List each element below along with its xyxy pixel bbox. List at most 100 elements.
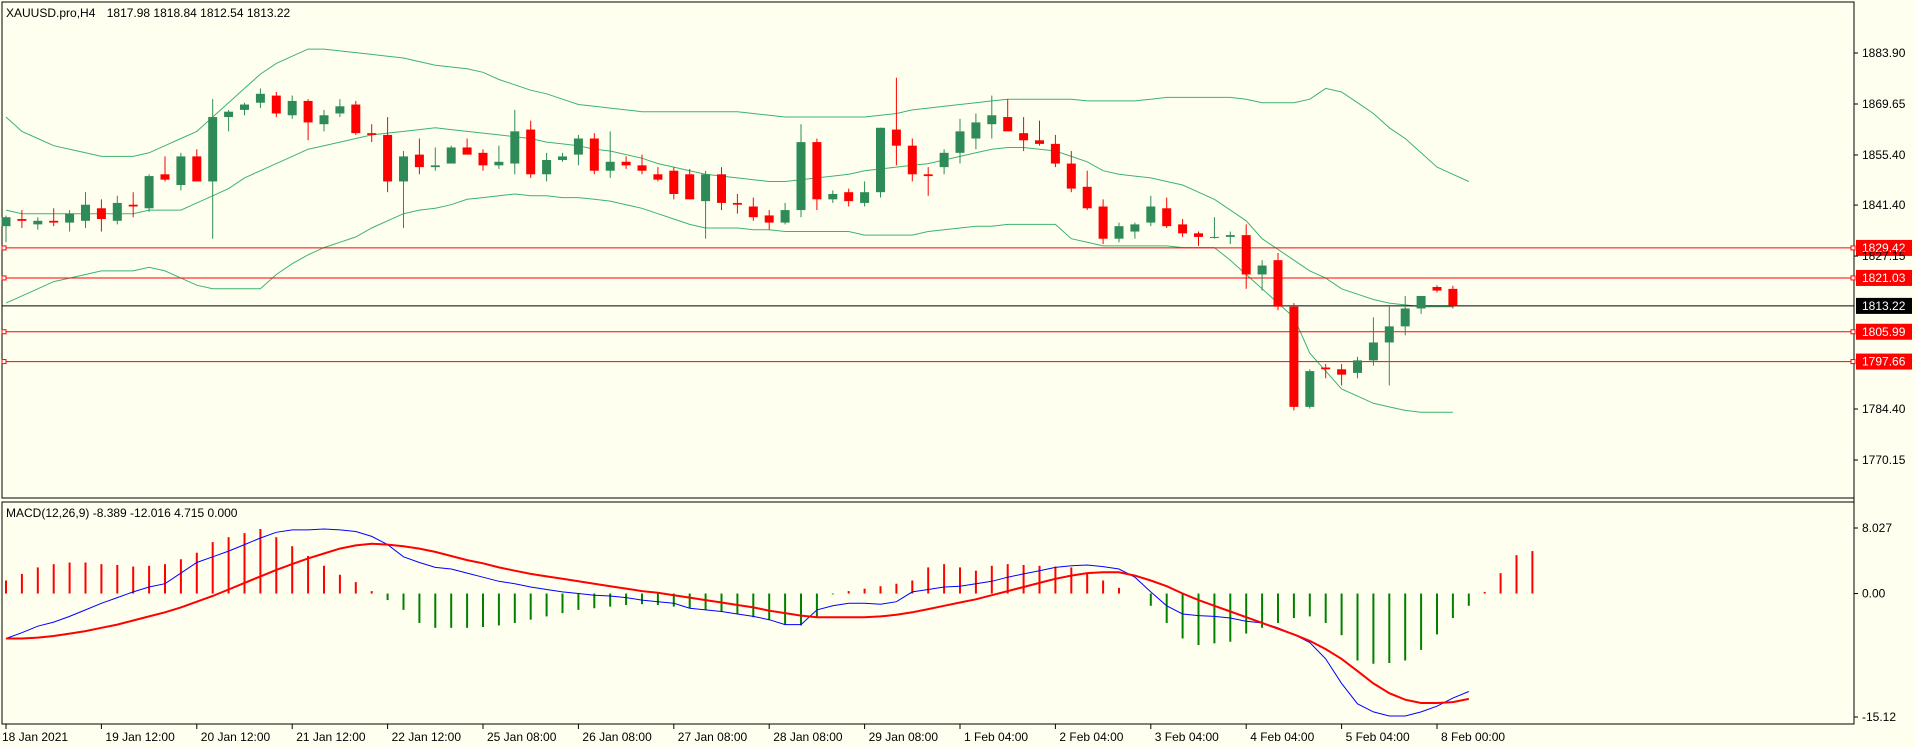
candle-body bbox=[542, 159, 552, 175]
candle-body bbox=[1321, 367, 1331, 370]
candle-body bbox=[1241, 235, 1251, 275]
level-handle-left-0[interactable] bbox=[1, 245, 7, 251]
candle-body bbox=[1050, 143, 1060, 164]
candle-body bbox=[1432, 287, 1442, 291]
level-tag-3 bbox=[1856, 353, 1912, 370]
candle-body bbox=[1019, 133, 1029, 141]
time-tick-label: 22 Jan 12:00 bbox=[392, 730, 462, 744]
candle-body bbox=[319, 115, 329, 125]
time-tick-label: 8 Feb 00:00 bbox=[1441, 730, 1505, 744]
level-handle-left-1[interactable] bbox=[1, 275, 7, 281]
candle-body bbox=[653, 174, 663, 180]
time-tick-label: 28 Jan 08:00 bbox=[773, 730, 843, 744]
candle-body bbox=[780, 210, 790, 223]
candle-body bbox=[685, 174, 695, 200]
candle-body bbox=[1416, 295, 1426, 309]
candle-body bbox=[717, 174, 726, 203]
time-tick-label: 4 Feb 04:00 bbox=[1250, 730, 1314, 744]
time-tick-label: 18 Jan 2021 bbox=[2, 730, 68, 744]
candle-body bbox=[1448, 288, 1458, 306]
candle-body bbox=[1146, 206, 1156, 223]
level-tag-2 bbox=[1856, 323, 1912, 340]
level-handle-left-2[interactable] bbox=[1, 329, 7, 335]
bollinger-upper-line bbox=[5, 48, 1470, 182]
level-tag-label-0: 1829.42 bbox=[1862, 241, 1906, 255]
current-price-tag bbox=[1856, 297, 1912, 314]
candle-body bbox=[573, 138, 583, 155]
candle-body bbox=[939, 152, 949, 168]
candle-body bbox=[1337, 369, 1347, 375]
candle-body bbox=[224, 111, 234, 118]
candle-body bbox=[112, 202, 122, 221]
candle-body bbox=[1289, 306, 1299, 407]
candle-body bbox=[510, 131, 520, 164]
price-tick-label: 1869.65 bbox=[1862, 97, 1906, 111]
candle-body bbox=[255, 93, 265, 103]
candle-body bbox=[1225, 235, 1235, 237]
candle-body bbox=[1257, 265, 1267, 275]
candle-body bbox=[971, 122, 981, 139]
candle-body bbox=[383, 134, 393, 182]
candle-body bbox=[351, 104, 361, 134]
time-tick-label: 29 Jan 08:00 bbox=[869, 730, 939, 744]
bollinger-middle-line bbox=[5, 127, 1453, 308]
macd-header: MACD(12,26,9) -8.389 -12.016 4.715 0.000 bbox=[6, 506, 238, 520]
level-tag-label-3: 1797.66 bbox=[1862, 355, 1906, 369]
candle-body bbox=[796, 142, 806, 211]
candle-body bbox=[192, 156, 202, 182]
candle-body bbox=[335, 106, 345, 114]
level-tag-label-1: 1821.03 bbox=[1862, 271, 1906, 285]
price-pane[interactable] bbox=[1, 1, 1855, 499]
time-tick-label: 20 Jan 12:00 bbox=[201, 730, 271, 744]
candle-body bbox=[96, 208, 106, 220]
candle-body bbox=[1368, 342, 1378, 361]
candle-body bbox=[144, 176, 154, 209]
macd-pane[interactable] bbox=[1, 501, 1855, 725]
candle-body bbox=[812, 142, 822, 200]
candle-body bbox=[732, 202, 742, 205]
level-handle-right-2[interactable] bbox=[1850, 329, 1856, 335]
candle-body bbox=[65, 213, 75, 223]
price-tick-label: 1883.90 bbox=[1862, 46, 1906, 60]
candle-body bbox=[81, 204, 90, 221]
candle-body bbox=[558, 156, 567, 160]
level-tag-0 bbox=[1856, 239, 1912, 256]
price-tick-label: 1827.15 bbox=[1862, 249, 1906, 263]
candle-body bbox=[1305, 371, 1315, 407]
candle-body bbox=[748, 206, 758, 218]
candle-body bbox=[33, 220, 43, 225]
macd-tick-label: 0.00 bbox=[1862, 587, 1886, 601]
horizontal-levels[interactable]: 1829.42 1821.03 1805.99 1797.66 1813.22 bbox=[1, 239, 1912, 370]
candle-body bbox=[1384, 326, 1394, 343]
candle-body bbox=[271, 95, 281, 114]
candle-body bbox=[1066, 163, 1076, 189]
level-handle-right-1[interactable] bbox=[1850, 275, 1856, 281]
time-tick-label: 26 Jan 08:00 bbox=[582, 730, 652, 744]
candle-body bbox=[414, 154, 424, 168]
price-tick-label: 1784.40 bbox=[1862, 402, 1906, 416]
candle-body bbox=[907, 145, 917, 175]
level-handle-right-0[interactable] bbox=[1850, 245, 1856, 251]
candle-body bbox=[955, 131, 965, 153]
level-handle-left-3[interactable] bbox=[1, 359, 7, 365]
candle-body bbox=[637, 165, 647, 171]
time-axis: 18 Jan 2021 19 Jan 12:00 20 Jan 12:00 21 Ja… bbox=[2, 724, 1505, 744]
candle-body bbox=[446, 147, 456, 164]
candle-body bbox=[462, 147, 472, 155]
time-tick-label: 1 Feb 04:00 bbox=[964, 730, 1028, 744]
macd-signal-line bbox=[6, 542, 1469, 704]
candle-body bbox=[621, 161, 631, 166]
price-axis: 1883.90 1869.65 1855.40 1841.40 1827.15 1784.… bbox=[1854, 46, 1906, 467]
current-price-tag-label: 1813.22 bbox=[1862, 299, 1906, 313]
candle-body bbox=[526, 129, 536, 175]
level-handle-right-3[interactable] bbox=[1850, 359, 1856, 365]
symbol-header: XAUUSD.pro,H4 1817.98 1818.84 1812.54 18… bbox=[6, 6, 291, 20]
candle-body bbox=[923, 174, 933, 177]
macd-line bbox=[5, 528, 1469, 717]
candle-body bbox=[844, 192, 854, 202]
time-tick-label: 21 Jan 12:00 bbox=[296, 730, 366, 744]
candle-body bbox=[589, 138, 599, 171]
candle-body bbox=[494, 161, 504, 166]
candle-body bbox=[1162, 208, 1172, 227]
